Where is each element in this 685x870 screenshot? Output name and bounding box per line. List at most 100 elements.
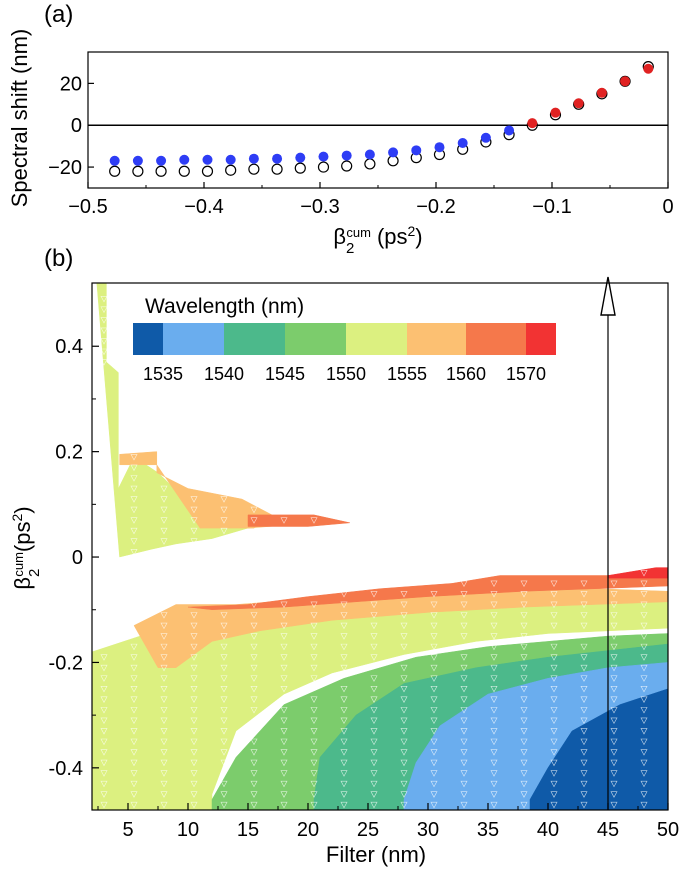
sample-marker: [130, 717, 138, 725]
sample-marker: [490, 770, 498, 777]
wavelength-legend: Wavelength (nm) 1535 1540 1545 1550 1555 1560…: [133, 295, 556, 384]
sample-marker: [460, 675, 468, 682]
sample-marker: [550, 643, 558, 651]
sample-marker: [190, 654, 198, 661]
legend-swatch: [163, 323, 224, 355]
sample-marker: [160, 749, 168, 756]
sample-marker: [100, 338, 108, 345]
sample-marker: [250, 696, 258, 703]
sample-marker: [520, 801, 528, 809]
sample-marker: [580, 675, 588, 682]
sample-marker: [610, 728, 618, 735]
sample-marker: [640, 633, 648, 640]
sample-marker: [370, 717, 378, 725]
sample-marker: [430, 707, 438, 714]
sample-marker: [520, 622, 528, 630]
y-tick-label: -0.4: [49, 758, 83, 780]
sample-marker: [250, 707, 258, 714]
sample-marker: [430, 633, 438, 640]
sample-marker: [130, 675, 138, 682]
y-tick-label: 0.2: [55, 442, 83, 464]
sample-marker: [580, 791, 588, 798]
sample-marker: [550, 696, 558, 703]
sample-marker: [280, 622, 288, 630]
sample-marker: [580, 738, 588, 746]
legend-swatch: [526, 323, 556, 355]
sample-marker: [370, 591, 378, 598]
sample-marker: [160, 664, 168, 672]
x-tick-label: −0.4: [184, 196, 223, 218]
blue-point: [179, 154, 190, 165]
sample-marker: [430, 759, 438, 767]
sample-marker: [280, 791, 288, 798]
sample-marker: [220, 633, 228, 640]
blue-point: [480, 132, 491, 143]
sample-marker: [400, 738, 408, 746]
sample-marker: [610, 591, 618, 598]
sample-marker: [430, 749, 438, 756]
sample-marker: [610, 707, 618, 714]
panel-a-frame: [87, 51, 669, 189]
sample-marker: [610, 738, 618, 746]
sample-marker: [130, 791, 138, 798]
red-point: [643, 63, 654, 74]
sample-marker: [430, 717, 438, 725]
sample-marker: [130, 485, 138, 493]
red-point: [620, 76, 631, 87]
sample-marker: [580, 664, 588, 672]
sample-marker: [130, 475, 138, 482]
sample-marker: [640, 759, 648, 767]
sample-marker: [280, 654, 288, 661]
sample-markers: [100, 296, 648, 809]
blue-point: [318, 151, 329, 162]
sample-marker: [370, 696, 378, 703]
sample-marker: [190, 728, 198, 735]
x-tick-label: 10: [177, 819, 199, 841]
panel-a-plot-area: [87, 51, 669, 189]
sample-marker: [280, 780, 288, 788]
y-tick-label: −20: [48, 157, 82, 179]
sample-marker: [310, 622, 318, 630]
sample-marker: [370, 643, 378, 651]
sample-marker: [190, 738, 198, 746]
sample-marker: [640, 696, 648, 703]
blue-point: [341, 150, 352, 161]
sample-marker: [430, 654, 438, 661]
sample-marker: [160, 696, 168, 703]
sample-marker: [520, 749, 528, 756]
x-tick-label: 45: [597, 819, 619, 841]
open-circle-point: [248, 163, 260, 175]
sample-marker: [520, 791, 528, 798]
sample-marker: [610, 780, 618, 788]
sample-marker: [220, 728, 228, 735]
sample-marker: [310, 738, 318, 746]
sample-marker: [130, 454, 138, 461]
sample-marker: [460, 717, 468, 725]
sample-marker: [430, 622, 438, 630]
sample-marker: [190, 506, 198, 514]
sample-marker: [160, 643, 168, 651]
panel-b-label: (b): [44, 245, 73, 272]
sample-marker: [340, 780, 348, 788]
sample-marker: [340, 791, 348, 798]
legend-tick-label: 1545: [265, 364, 305, 384]
sample-marker: [340, 696, 348, 703]
x-tick-label: 5: [122, 819, 133, 841]
sample-marker: [340, 738, 348, 746]
sample-marker: [100, 801, 108, 809]
open-circle-point: [201, 165, 214, 177]
sample-marker: [610, 601, 618, 609]
sample-marker: [310, 675, 318, 682]
wavelength-region-7: [607, 567, 668, 579]
sample-marker: [160, 801, 168, 809]
sample-marker: [550, 685, 558, 693]
sample-marker: [130, 538, 138, 545]
blue-point: [225, 154, 236, 165]
x-tick-label: 0: [662, 196, 673, 218]
sample-marker: [430, 685, 438, 693]
sample-marker: [250, 633, 258, 640]
sample-marker: [400, 780, 408, 788]
sample-marker: [430, 696, 438, 703]
sample-marker: [130, 496, 138, 503]
sample-marker: [220, 749, 228, 756]
